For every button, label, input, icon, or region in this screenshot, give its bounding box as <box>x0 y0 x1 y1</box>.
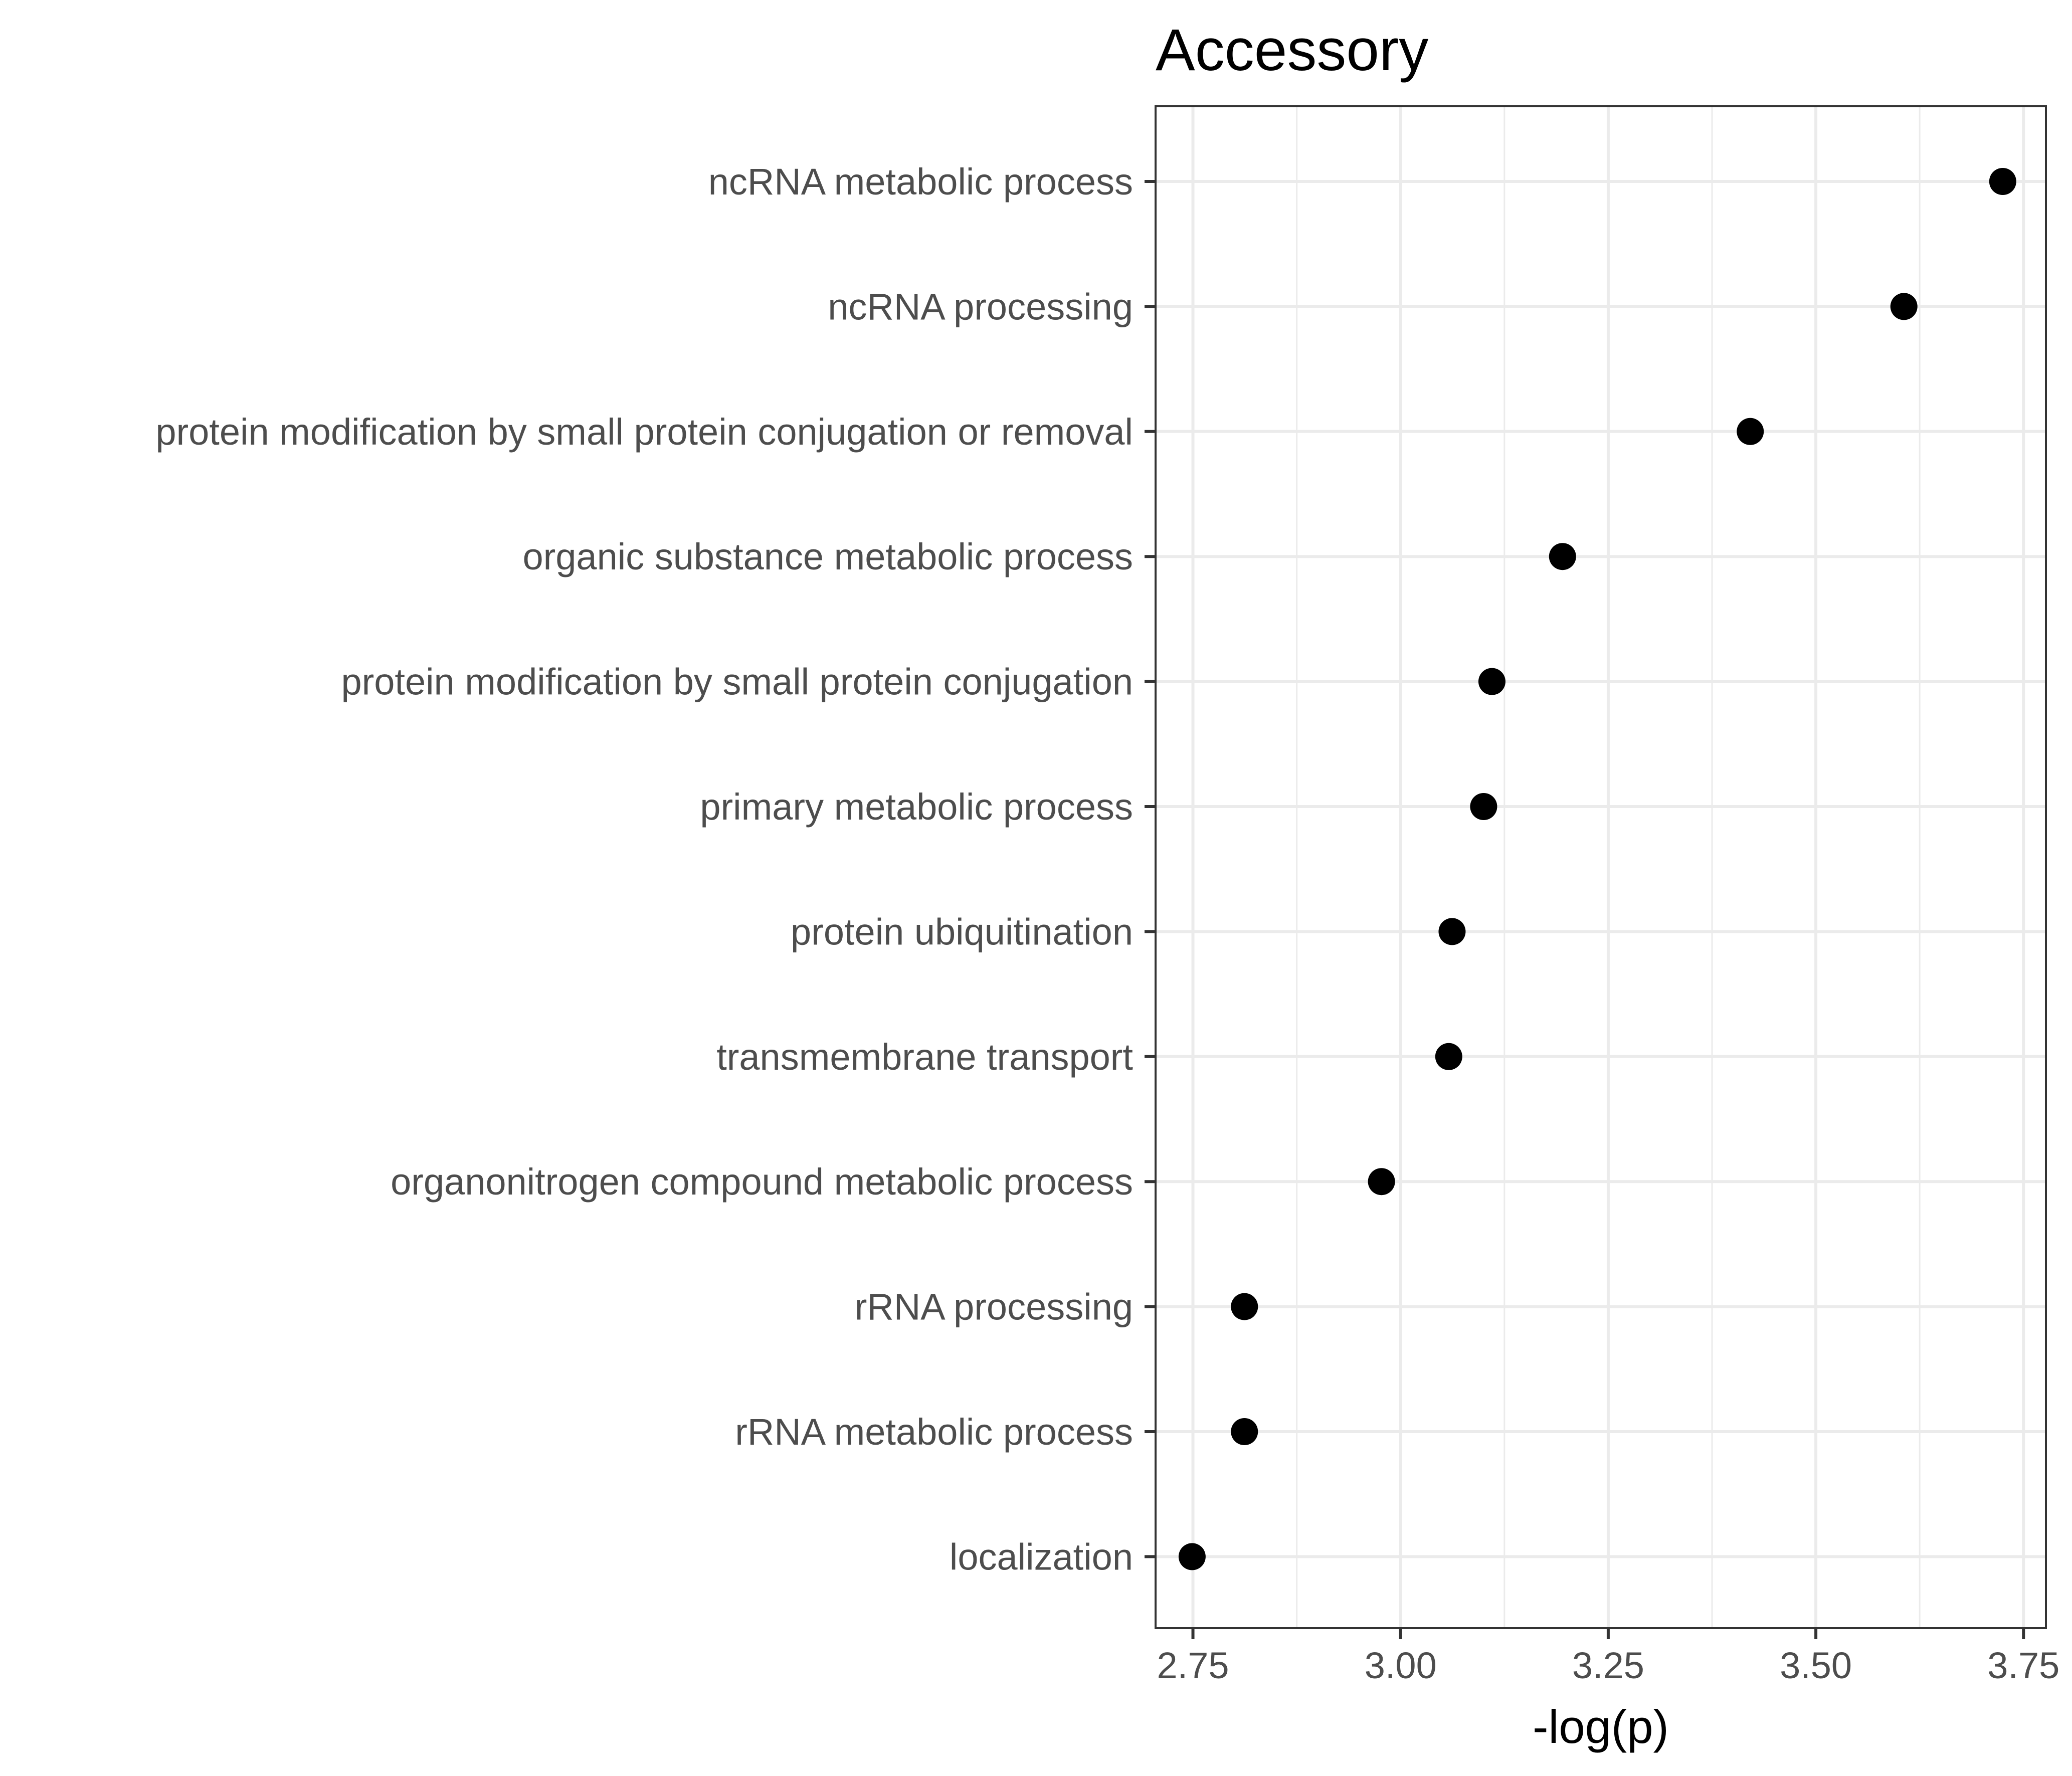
y-tick-label: primary metabolic process <box>700 786 1133 828</box>
data-point <box>1470 793 1497 820</box>
y-tick-label: protein modification by small protein co… <box>155 411 1133 453</box>
y-tick-label: rRNA processing <box>855 1286 1133 1328</box>
y-tick-label: protein modification by small protein co… <box>341 661 1133 703</box>
data-point <box>1178 1543 1206 1570</box>
x-axis: 2.75 3.00 3.25 3.50 3.75 <box>1157 1628 2059 1686</box>
y-tick-label: transmembrane transport <box>716 1036 1133 1078</box>
y-tick-label: ncRNA processing <box>828 286 1133 327</box>
data-point <box>1478 668 1505 695</box>
data-point <box>1549 543 1576 570</box>
x-tick-label: 2.75 <box>1157 1645 1229 1686</box>
data-point <box>1989 168 2016 195</box>
data-point <box>1231 1418 1258 1445</box>
y-tick-label: organonitrogen compound metabolic proces… <box>391 1161 1133 1203</box>
x-tick-label: 3.00 <box>1365 1645 1437 1686</box>
y-tick-label: protein ubiquitination <box>791 911 1133 952</box>
x-tick-label: 3.25 <box>1572 1645 1644 1686</box>
plot-panel <box>1156 106 2046 1628</box>
y-tick-label: ncRNA metabolic process <box>708 161 1133 203</box>
minor-gridlines <box>1296 106 1921 1628</box>
x-tick-label: 3.50 <box>1780 1645 1852 1686</box>
y-axis: ncRNA metabolic process ncRNA processing p… <box>155 161 1156 1577</box>
y-tick-label: organic substance metabolic process <box>522 536 1133 577</box>
data-point <box>1890 293 1918 320</box>
data-point <box>1368 1168 1395 1196</box>
y-tick-label: rRNA metabolic process <box>735 1411 1133 1453</box>
data-point <box>1231 1293 1258 1320</box>
x-tick-label: 3.75 <box>1987 1645 2059 1686</box>
chart-title: Accessory <box>1156 17 1428 83</box>
data-point <box>1737 418 1764 445</box>
y-tick-label: localization <box>950 1536 1133 1577</box>
data-point <box>1435 1043 1462 1070</box>
panel-border <box>1155 105 2047 1629</box>
data-points <box>1178 168 2016 1570</box>
data-point <box>1438 918 1466 945</box>
x-axis-title: -log(p) <box>1533 1700 1669 1753</box>
